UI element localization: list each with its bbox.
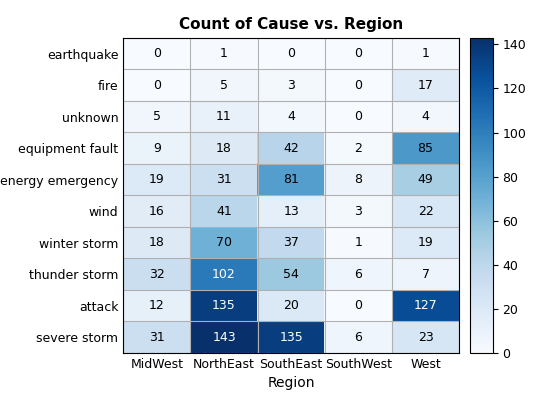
Text: 31: 31 — [149, 331, 165, 344]
Text: 41: 41 — [216, 205, 232, 218]
Text: 0: 0 — [153, 47, 161, 60]
Text: 4: 4 — [422, 110, 430, 123]
X-axis label: Region: Region — [268, 376, 315, 390]
Text: 85: 85 — [418, 142, 433, 155]
Text: 3: 3 — [354, 205, 362, 218]
Text: 81: 81 — [283, 173, 299, 186]
Text: 13: 13 — [283, 205, 299, 218]
Text: 19: 19 — [418, 236, 433, 249]
Text: 6: 6 — [354, 331, 362, 344]
Text: 6: 6 — [354, 268, 362, 281]
Text: 16: 16 — [149, 205, 165, 218]
Text: 2: 2 — [354, 142, 362, 155]
Text: 18: 18 — [149, 236, 165, 249]
Text: 31: 31 — [216, 173, 232, 186]
Text: 17: 17 — [418, 79, 433, 92]
Text: 37: 37 — [283, 236, 299, 249]
Text: 1: 1 — [220, 47, 228, 60]
Text: 135: 135 — [279, 331, 303, 344]
Text: 0: 0 — [354, 79, 362, 92]
Text: 42: 42 — [283, 142, 299, 155]
Title: Count of Cause vs. Region: Count of Cause vs. Region — [179, 18, 403, 32]
Text: 18: 18 — [216, 142, 232, 155]
Text: 0: 0 — [354, 47, 362, 60]
Text: 22: 22 — [418, 205, 433, 218]
Text: 5: 5 — [153, 110, 161, 123]
Text: 0: 0 — [354, 110, 362, 123]
Text: 32: 32 — [149, 268, 165, 281]
Text: 7: 7 — [422, 268, 430, 281]
Text: 9: 9 — [153, 142, 161, 155]
Text: 143: 143 — [212, 331, 236, 344]
Text: 127: 127 — [414, 299, 437, 312]
Text: 11: 11 — [216, 110, 232, 123]
Text: 1: 1 — [422, 47, 430, 60]
Text: 0: 0 — [287, 47, 295, 60]
Text: 102: 102 — [212, 268, 236, 281]
Text: 70: 70 — [216, 236, 232, 249]
Text: 49: 49 — [418, 173, 433, 186]
Text: 20: 20 — [283, 299, 299, 312]
Text: 3: 3 — [287, 79, 295, 92]
Text: 4: 4 — [287, 110, 295, 123]
Text: 23: 23 — [418, 331, 433, 344]
Text: 0: 0 — [354, 299, 362, 312]
Text: 19: 19 — [149, 173, 165, 186]
Text: 135: 135 — [212, 299, 236, 312]
Text: 12: 12 — [149, 299, 165, 312]
Text: 54: 54 — [283, 268, 299, 281]
Text: 1: 1 — [354, 236, 362, 249]
Text: 0: 0 — [153, 79, 161, 92]
Text: 5: 5 — [220, 79, 228, 92]
Text: 8: 8 — [354, 173, 362, 186]
